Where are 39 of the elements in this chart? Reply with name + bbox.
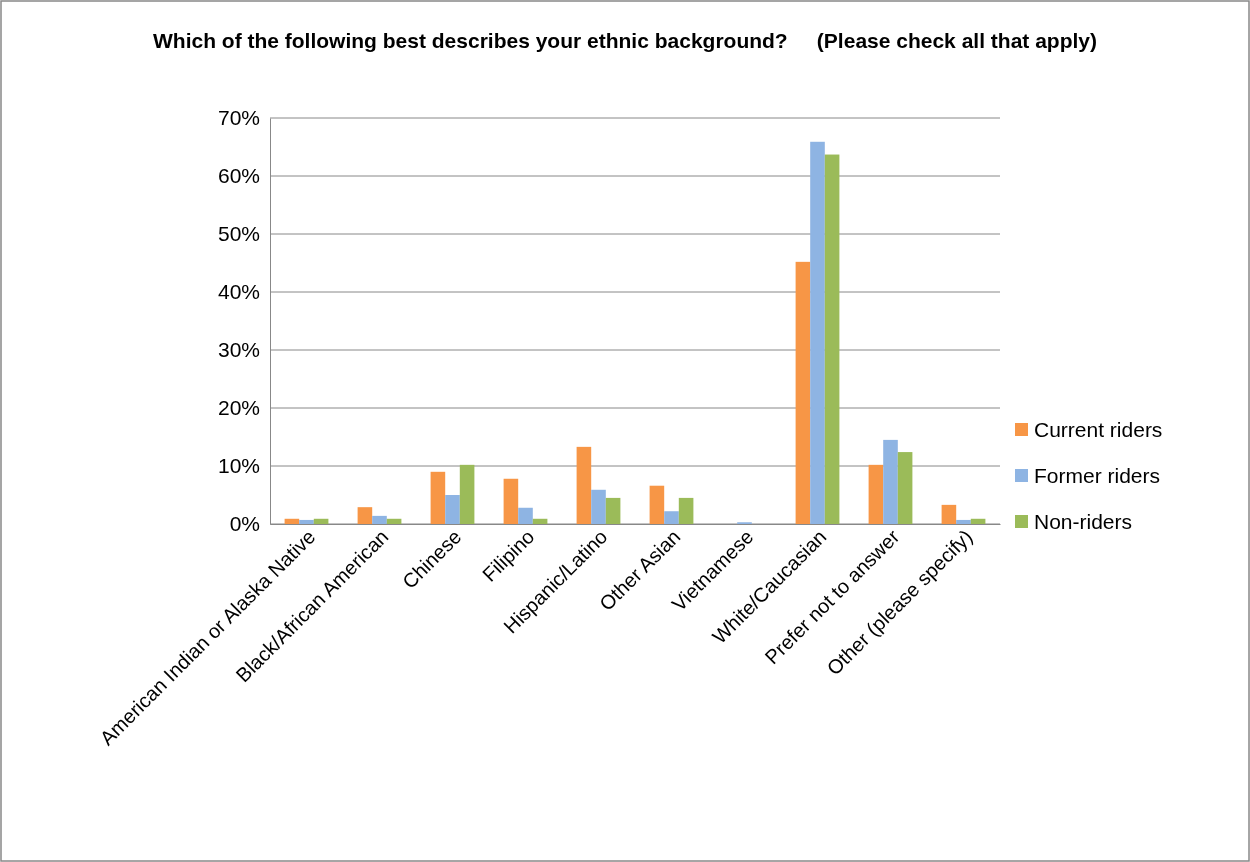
bar	[897, 452, 913, 524]
bar	[372, 515, 387, 524]
bar	[284, 518, 300, 524]
y-tick-label: 40%	[217, 280, 260, 304]
y-tick-label: 20%	[217, 396, 260, 420]
bar	[591, 489, 606, 524]
legend-label: Former riders	[1034, 464, 1161, 488]
bar	[868, 464, 884, 524]
legend-label: Non-riders	[1034, 510, 1133, 534]
bar	[664, 511, 679, 524]
bar	[883, 439, 898, 524]
bar	[445, 495, 460, 524]
bar	[970, 518, 986, 524]
y-tick-label: 0%	[229, 512, 260, 536]
bar	[313, 518, 329, 524]
y-tick-label: 70%	[217, 106, 260, 130]
bar	[810, 141, 825, 524]
chart-title: Which of the following best describes your ethnic background? (Please check all that apply)	[152, 29, 1098, 52]
bar	[795, 261, 811, 524]
y-tick-label: 60%	[217, 164, 260, 188]
bar	[430, 471, 446, 524]
bar	[386, 518, 402, 524]
bar	[678, 497, 694, 524]
legend-label: Current riders	[1034, 418, 1163, 442]
bar	[503, 478, 519, 524]
bar	[532, 518, 548, 524]
bar	[518, 507, 533, 524]
bar	[941, 504, 957, 524]
bar	[576, 446, 592, 524]
bar	[357, 507, 373, 524]
bar	[605, 497, 621, 524]
bar	[299, 519, 314, 524]
bar	[824, 154, 840, 524]
y-tick-label: 50%	[217, 222, 260, 246]
bar	[459, 464, 475, 524]
y-tick-label: 30%	[217, 338, 260, 362]
y-tick-label: 10%	[217, 454, 260, 478]
bar	[649, 485, 665, 524]
bar	[956, 519, 971, 524]
